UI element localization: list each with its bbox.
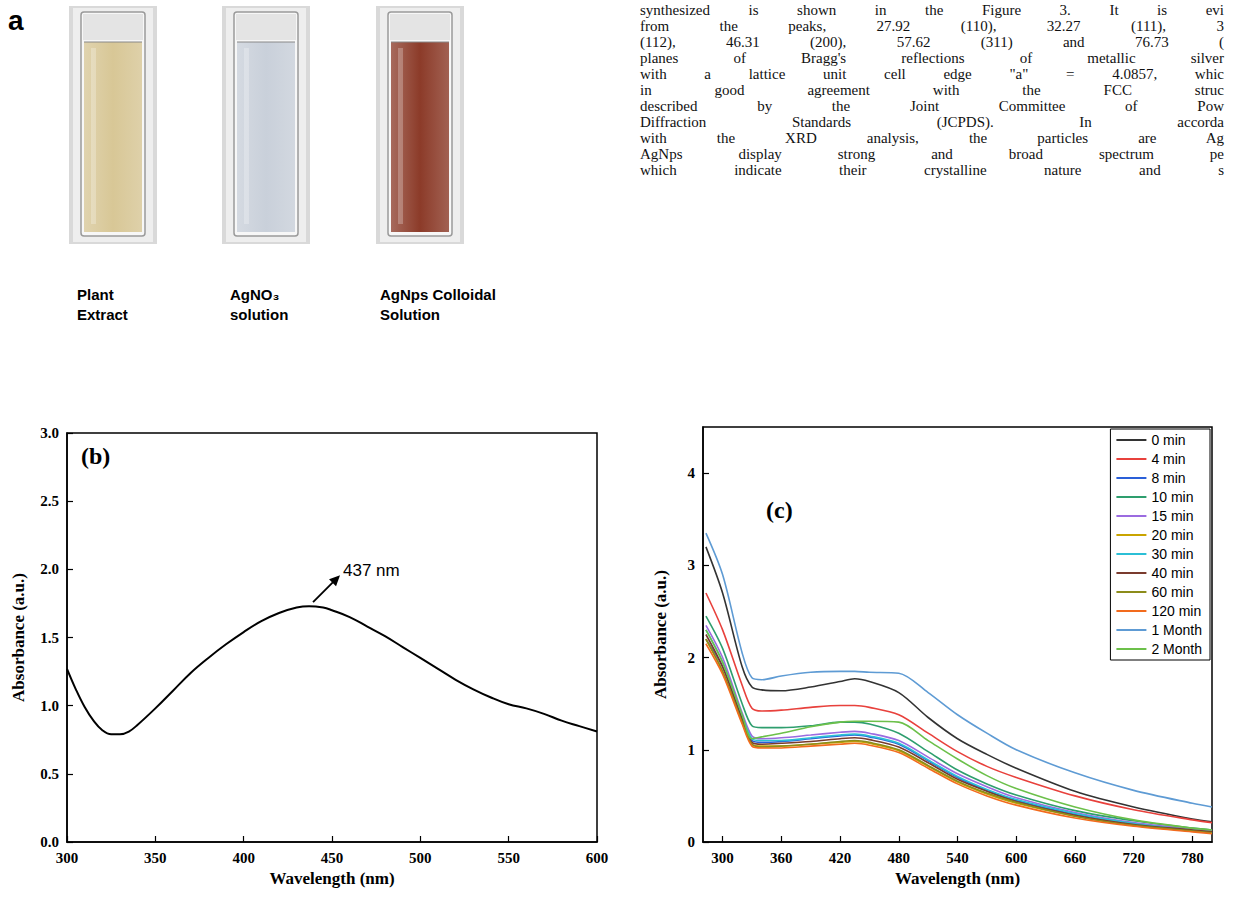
svg-text:1: 1 (688, 742, 696, 758)
svg-text:480: 480 (888, 850, 911, 866)
svg-text:600: 600 (1005, 850, 1028, 866)
html-text:from the peaks, 27.92 (110), 3: from the peaks, 27.92 (110), 32.27 (111)… (640, 18, 1224, 34)
svg-text:300: 300 (56, 850, 79, 866)
html-text:which indicate their crystalli: which indicate their crystalline nature … (640, 162, 1224, 178)
svg-text:a: a (8, 5, 24, 36)
svg-text:(c): (c) (766, 497, 793, 523)
svg-text:2 Month: 2 Month (1151, 641, 1202, 657)
svg-text:2.0: 2.0 (40, 561, 59, 577)
svg-text:Extract: Extract (77, 306, 128, 323)
svg-text:450: 450 (321, 850, 344, 866)
svg-text:2.5: 2.5 (40, 493, 59, 509)
svg-text:1 Month: 1 Month (1151, 622, 1202, 638)
svg-text:0.5: 0.5 (40, 766, 59, 782)
svg-text:4 min: 4 min (1151, 451, 1185, 467)
svg-text:Absorbance (a.u.): Absorbance (a.u.) (651, 570, 670, 699)
svg-text:Plant: Plant (77, 286, 114, 303)
html-text:(112), 46.31 (200), 57.62 (311: (112), 46.31 (200), 57.62 (311) and 76.7… (640, 34, 1224, 50)
html-text:planes of Bragg's reflections: planes of Bragg's reflections of metalli… (640, 50, 1224, 66)
svg-text:4: 4 (688, 465, 696, 481)
svg-text:AgNO₃: AgNO₃ (230, 286, 279, 303)
svg-text:Wavelength (nm): Wavelength (nm) (269, 869, 394, 888)
svg-text:20 min: 20 min (1151, 527, 1193, 543)
html-text:with the XRD analysis, the par: with the XRD analysis, the particles are… (640, 130, 1224, 146)
svg-text:540: 540 (946, 850, 969, 866)
svg-text:8 min: 8 min (1151, 470, 1185, 486)
svg-text:550: 550 (497, 850, 520, 866)
svg-text:780: 780 (1181, 850, 1204, 866)
svg-text:0 min: 0 min (1151, 432, 1185, 448)
svg-text:15 min: 15 min (1151, 508, 1193, 524)
svg-text:2: 2 (688, 650, 696, 666)
svg-text:437 nm: 437 nm (343, 561, 400, 580)
svg-text:solution: solution (230, 306, 288, 323)
html-text:with a lattice unit cell edge: with a lattice unit cell edge "a" = 4.08… (640, 66, 1224, 82)
svg-text:0: 0 (688, 834, 696, 850)
svg-text:400: 400 (232, 850, 255, 866)
svg-text:300: 300 (711, 850, 734, 866)
svg-text:(b): (b) (81, 443, 110, 469)
svg-text:Absorbance (a.u.): Absorbance (a.u.) (9, 573, 28, 702)
svg-text:720: 720 (1122, 850, 1145, 866)
svg-text:60 min: 60 min (1151, 584, 1193, 600)
html-text:in good agreement with the FCC: in good agreement with the FCC struc (640, 82, 1224, 98)
svg-text:660: 660 (1064, 850, 1087, 866)
svg-text:120 min: 120 min (1151, 603, 1201, 619)
svg-text:1.0: 1.0 (40, 698, 59, 714)
svg-text:350: 350 (144, 850, 167, 866)
svg-text:Wavelength (nm): Wavelength (nm) (895, 869, 1020, 888)
svg-text:1.5: 1.5 (40, 630, 59, 646)
svg-text:AgNps Colloidal: AgNps Colloidal (380, 286, 496, 303)
svg-text:500: 500 (409, 850, 432, 866)
svg-text:0.0: 0.0 (40, 834, 59, 850)
svg-text:Solution: Solution (380, 306, 440, 323)
svg-text:600: 600 (586, 850, 609, 866)
svg-text:420: 420 (829, 850, 852, 866)
svg-text:10 min: 10 min (1151, 489, 1193, 505)
svg-text:30 min: 30 min (1151, 546, 1193, 562)
html-text:AgNps display strong and broad: AgNps display strong and broad spectrum … (640, 146, 1224, 162)
html-text:described by the Joint Committ: described by the Joint Committee of Pow (640, 98, 1224, 114)
svg-text:40 min: 40 min (1151, 565, 1193, 581)
svg-text:3.0: 3.0 (40, 425, 59, 441)
svg-text:3: 3 (688, 557, 696, 573)
svg-text:360: 360 (770, 850, 793, 866)
html-text:synthesized is shown in the Fi: synthesized is shown in the Figure 3. It… (640, 2, 1224, 18)
html-text:Diffraction Standards (JCPDS).: Diffraction Standards (JCPDS). In accord… (640, 114, 1224, 130)
